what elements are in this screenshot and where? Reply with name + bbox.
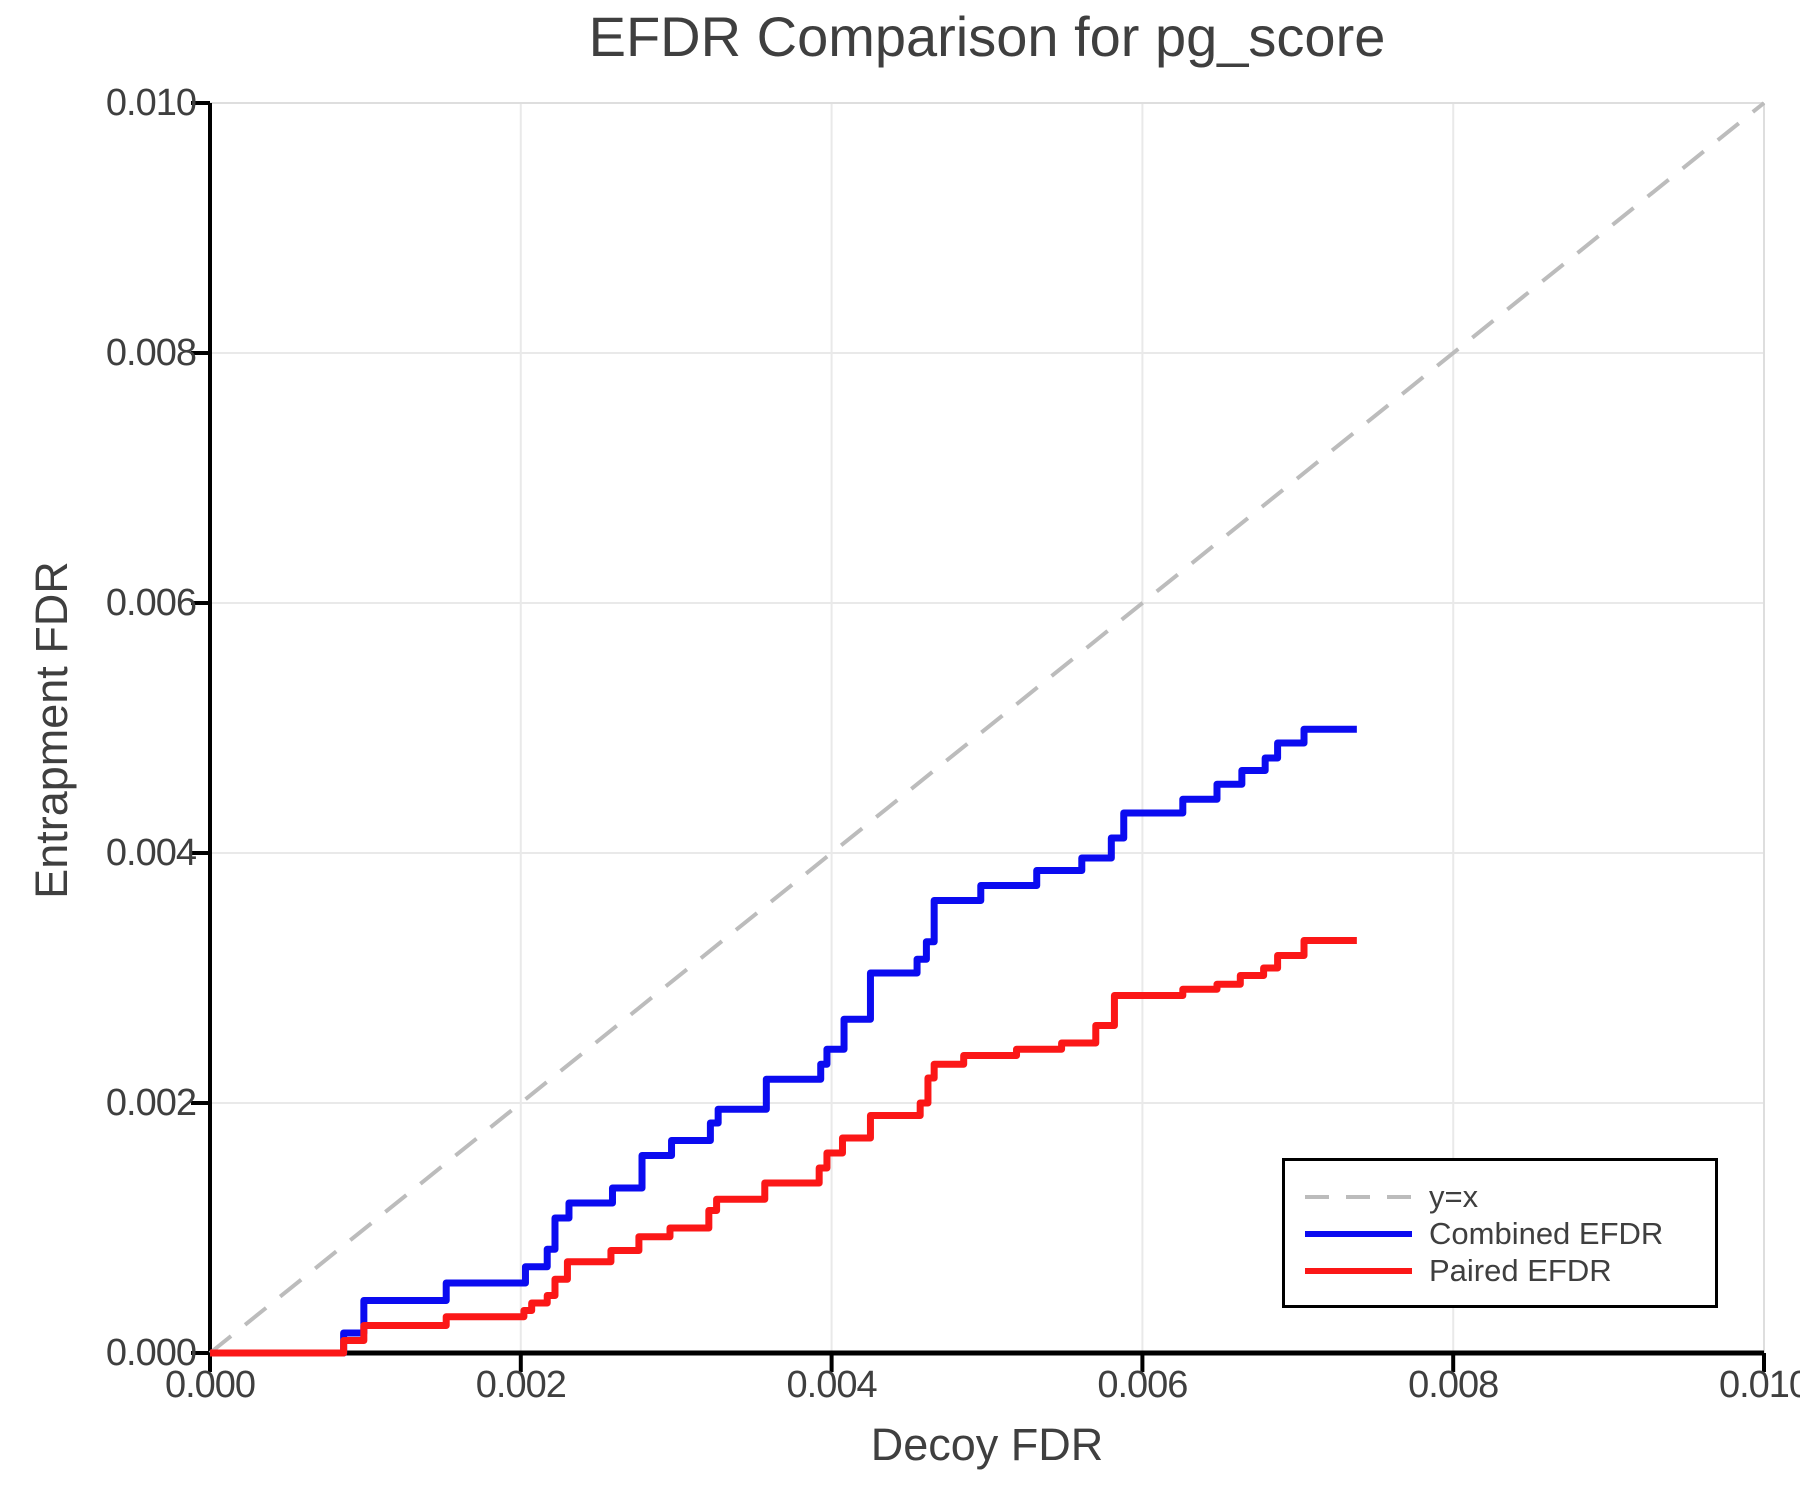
y-axis-label: Entrapment FDR [26, 561, 77, 899]
y-tick-label-0.002: 0.002 [105, 1082, 197, 1124]
legend-row-paired-efdr: Paired EFDR [1305, 1252, 1715, 1289]
legend-row-yx: y=x [1305, 1178, 1715, 1215]
y-tick-label-0.010: 0.010 [105, 82, 197, 124]
legend-row-combined-efdr: Combined EFDR [1305, 1215, 1715, 1252]
chart-title: EFDR Comparison for pg_score [588, 5, 1386, 68]
data-series [208, 101, 1766, 1357]
series-line-paired-efdr [210, 937, 1357, 1357]
paired-efdr-line-swatch [1305, 1267, 1412, 1274]
x-tick-label-0.010: 0.010 [1718, 1364, 1800, 1406]
y-tick-label-0.008: 0.008 [105, 332, 197, 374]
x-tick-label-0.004: 0.004 [786, 1364, 878, 1406]
x-tick-label-0.000: 0.000 [164, 1364, 256, 1406]
series-line-y-x [208, 101, 1766, 1355]
axis-tick-marks [191, 101, 1766, 1372]
plot-area [191, 101, 1766, 1372]
series-line-combined-efdr [210, 725, 1357, 1357]
x-tick-label-0.002: 0.002 [475, 1364, 567, 1406]
y-tick-label-0.004: 0.004 [105, 832, 197, 874]
combined-efdr-line-swatch [1305, 1230, 1412, 1237]
axes-spines [208, 102, 1765, 1356]
legend-label-paired-efdr: Paired EFDR [1429, 1252, 1612, 1288]
legend: y=x Combined EFDR Paired EFDR [1282, 1158, 1718, 1308]
legend-label-yx: y=x [1429, 1178, 1479, 1214]
x-tick-label-0.006: 0.006 [1097, 1364, 1188, 1406]
y-tick-label-0.000: 0.000 [105, 1332, 197, 1374]
yx-dashed-line-swatch [1305, 1194, 1412, 1199]
x-tick-label-0.008: 0.008 [1408, 1364, 1499, 1406]
legend-label-combined-efdr: Combined EFDR [1429, 1215, 1664, 1251]
x-axis-label: Decoy FDR [870, 1419, 1104, 1470]
y-tick-label-0.006: 0.006 [105, 582, 197, 624]
